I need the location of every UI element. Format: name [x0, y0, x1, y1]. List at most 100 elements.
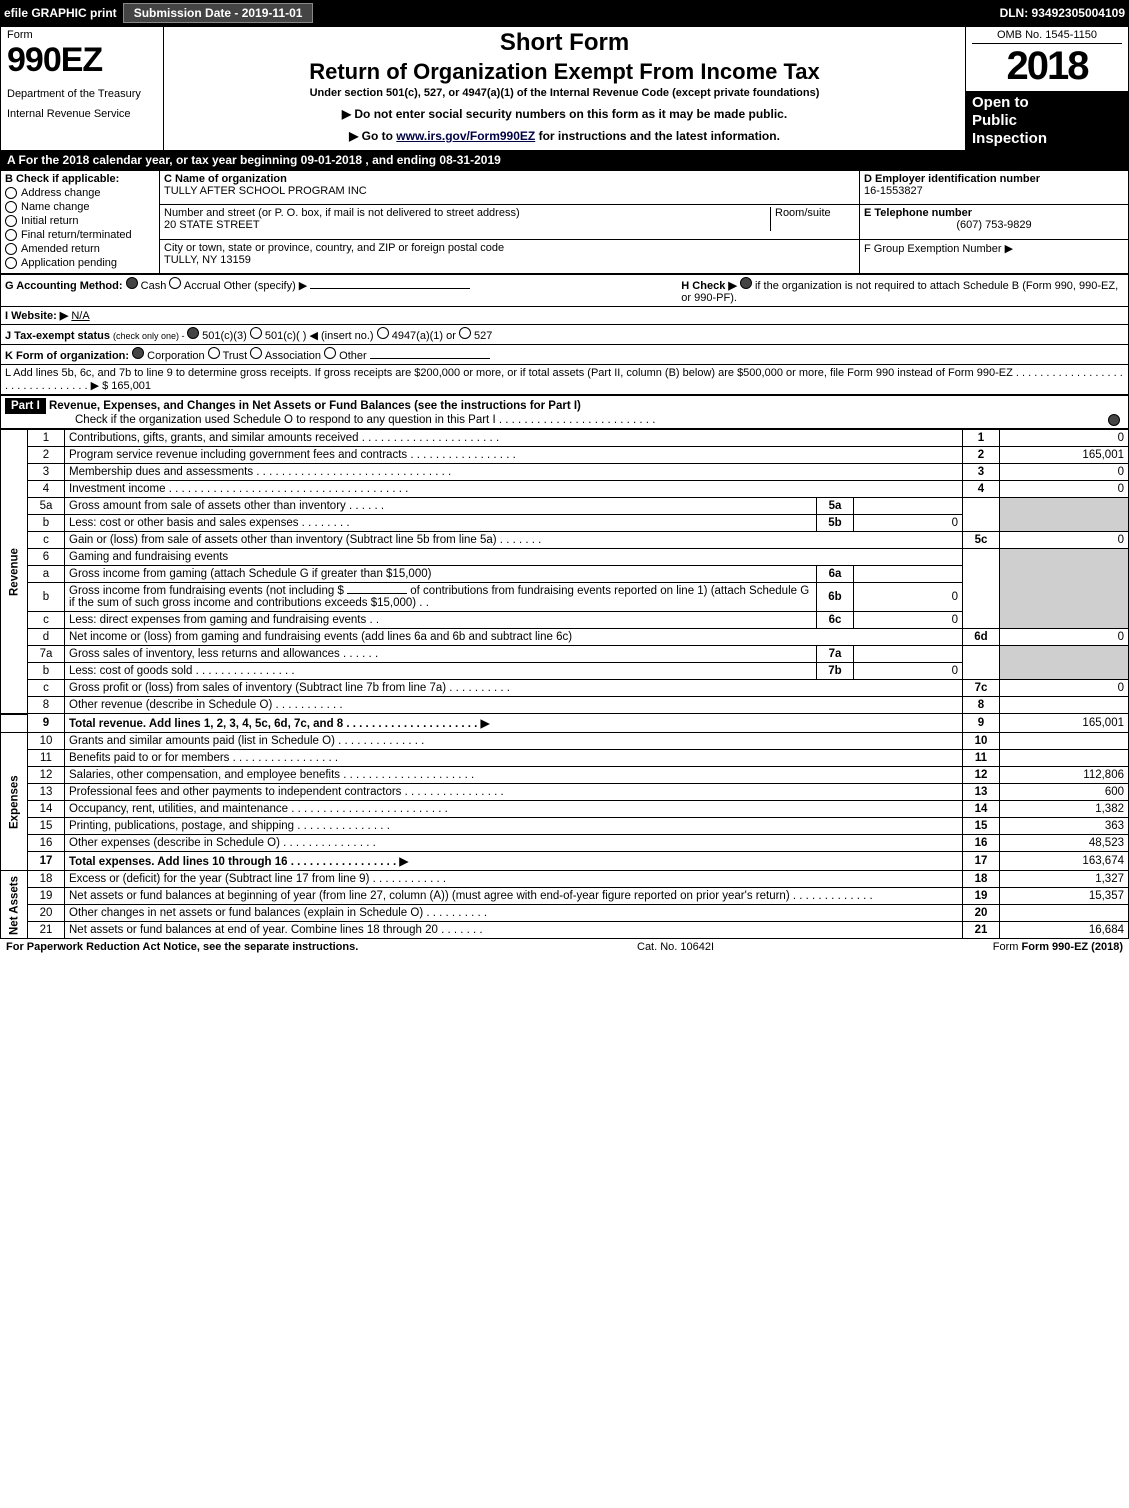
j-501c3: 501(c)(3)	[202, 330, 247, 342]
l7a-sv	[854, 646, 963, 663]
chk-amended-return[interactable]: Amended return	[5, 243, 155, 255]
chk-final-return[interactable]: Final return/terminated	[5, 229, 155, 241]
l5b-d: Less: cost or other basis and sales expe…	[65, 515, 817, 532]
chk-name-change[interactable]: Name change	[5, 201, 155, 213]
line-h-label: H Check ▶	[681, 280, 737, 292]
chk-4947[interactable]	[377, 327, 389, 339]
l10-v	[1000, 733, 1129, 750]
l10-n: 10	[28, 733, 65, 750]
chk-cash[interactable]	[126, 277, 138, 289]
l9-v: 165,001	[1000, 714, 1129, 733]
l2-n: 2	[28, 447, 65, 464]
l5c-n: c	[28, 532, 65, 549]
l14-n: 14	[28, 801, 65, 818]
period-end: 08-31-2019	[439, 153, 500, 167]
org-name: TULLY AFTER SCHOOL PROGRAM INC	[164, 185, 855, 197]
line-i-label: I Website: ▶	[5, 310, 68, 322]
box-f-label: F Group Exemption Number ▶	[864, 242, 1124, 255]
chk-other[interactable]	[324, 347, 336, 359]
l1-d: Contributions, gifts, grants, and simila…	[65, 430, 963, 447]
part1-label: Part I	[5, 398, 46, 414]
l5b-sv: 0	[854, 515, 963, 532]
l7b-sl: 7b	[817, 663, 854, 680]
side-netassets: Net Assets	[1, 871, 28, 939]
org-city: TULLY, NY 13159	[164, 254, 855, 266]
l15-d: Printing, publications, postage, and shi…	[65, 818, 963, 835]
l5a-n: 5a	[28, 498, 65, 515]
chk-501c3[interactable]	[187, 327, 199, 339]
l6a-d: Gross income from gaming (attach Schedul…	[65, 566, 817, 583]
footer-mid: Cat. No. 10642I	[637, 941, 714, 953]
chk-schedule-o[interactable]	[1108, 414, 1120, 426]
dept-treasury: Department of the Treasury	[7, 88, 157, 100]
l10-box: 10	[963, 733, 1000, 750]
form-label: Form	[7, 29, 157, 41]
period-row: A For the 2018 calendar year, or tax yea…	[1, 151, 1129, 170]
l9-box: 9	[963, 714, 1000, 733]
l18-d: Excess or (deficit) for the year (Subtra…	[65, 871, 963, 888]
l18-v: 1,327	[1000, 871, 1129, 888]
chk-initial-return[interactable]: Initial return	[5, 215, 155, 227]
l6-d: Gaming and fundraising events	[65, 549, 963, 566]
l6c-n: c	[28, 612, 65, 629]
chk-accrual[interactable]	[169, 277, 181, 289]
part1-title: Revenue, Expenses, and Changes in Net As…	[49, 400, 581, 412]
l6c-d: Less: direct expenses from gaming and fu…	[65, 612, 817, 629]
l6d-v: 0	[1000, 629, 1129, 646]
l21-v: 16,684	[1000, 922, 1129, 939]
chk-application-pending[interactable]: Application pending	[5, 257, 155, 269]
l14-d: Occupancy, rent, utilities, and maintena…	[65, 801, 963, 818]
l13-n: 13	[28, 784, 65, 801]
l6d-d: Net income or (loss) from gaming and fun…	[65, 629, 963, 646]
irs-link[interactable]: www.irs.gov/Form990EZ	[396, 129, 535, 143]
l6-n: 6	[28, 549, 65, 566]
l6a-sv	[854, 566, 963, 583]
l16-v: 48,523	[1000, 835, 1129, 852]
l12-d: Salaries, other compensation, and employ…	[65, 767, 963, 784]
l18-box: 18	[963, 871, 1000, 888]
chk-corp[interactable]	[132, 347, 144, 359]
dln-label: DLN: 93492305004109	[1000, 6, 1125, 20]
chk-address-change[interactable]: Address change	[5, 187, 155, 199]
l19-box: 19	[963, 888, 1000, 905]
l6b-sl: 6b	[817, 583, 854, 612]
l20-n: 20	[28, 905, 65, 922]
part1-check-text: Check if the organization used Schedule …	[75, 414, 655, 426]
chk-trust[interactable]	[208, 347, 220, 359]
l2-box: 2	[963, 447, 1000, 464]
part1-header: Part I Revenue, Expenses, and Changes in…	[0, 395, 1129, 429]
chk-h[interactable]	[740, 277, 752, 289]
l3-box: 3	[963, 464, 1000, 481]
line-l-value: 165,001	[111, 380, 151, 392]
l13-d: Professional fees and other payments to …	[65, 784, 963, 801]
submission-date: Submission Date - 2019-11-01	[123, 3, 314, 23]
l12-n: 12	[28, 767, 65, 784]
dept-irs: Internal Revenue Service	[7, 108, 157, 120]
meta-section: G Accounting Method: Cash Accrual Other …	[0, 274, 1129, 395]
l5a-sv	[854, 498, 963, 515]
l6b-d: Gross income from fundraising events (no…	[65, 583, 817, 612]
l13-box: 13	[963, 784, 1000, 801]
l17-d: Total expenses. Add lines 10 through 16 …	[65, 852, 963, 871]
l1-n: 1	[28, 430, 65, 447]
chk-501c[interactable]	[250, 327, 262, 339]
g-cash: Cash	[141, 280, 167, 292]
form-header: Form 990EZ Department of the Treasury In…	[0, 26, 1129, 170]
room-suite-label: Room/suite	[770, 207, 855, 231]
chk-assoc[interactable]	[250, 347, 262, 359]
line-l-text: L Add lines 5b, 6c, and 7b to line 9 to …	[5, 367, 1123, 392]
l6b-sv: 0	[854, 583, 963, 612]
l3-n: 3	[28, 464, 65, 481]
l17-n: 17	[28, 852, 65, 871]
box-e-label: E Telephone number	[864, 207, 1124, 219]
chk-527[interactable]	[459, 327, 471, 339]
l14-box: 14	[963, 801, 1000, 818]
l7a-sl: 7a	[817, 646, 854, 663]
l6c-sl: 6c	[817, 612, 854, 629]
l20-box: 20	[963, 905, 1000, 922]
open-line3: Inspection	[972, 130, 1122, 148]
l15-box: 15	[963, 818, 1000, 835]
phone-value: (607) 753-9829	[864, 219, 1124, 231]
l4-n: 4	[28, 481, 65, 498]
l3-v: 0	[1000, 464, 1129, 481]
